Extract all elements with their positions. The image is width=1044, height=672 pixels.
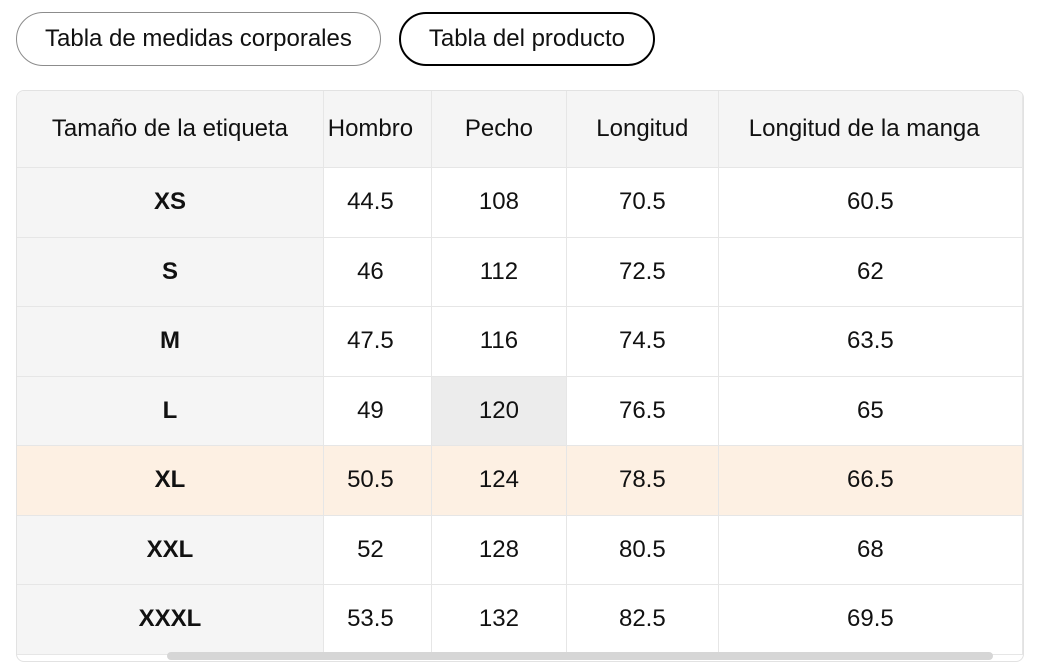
- shoulder-cell: 53.5: [323, 584, 432, 655]
- chest-cell: 108: [431, 167, 567, 238]
- chest-cell: 112: [431, 237, 567, 307]
- size-cell: M: [17, 306, 324, 377]
- sleeve-cell: 66.5: [718, 445, 1023, 516]
- length-cell: 74.5: [566, 306, 719, 377]
- tab-product-chart[interactable]: Tabla del producto: [398, 12, 655, 66]
- tab-body-measurements[interactable]: Tabla de medidas corporales: [16, 12, 381, 66]
- shoulder-cell: 49: [323, 376, 432, 446]
- chest-cell: 128: [431, 515, 567, 585]
- shoulder-cell: 52: [323, 515, 432, 585]
- table-row: L 49 120 76.5 65: [17, 376, 1023, 446]
- size-cell: XXL: [17, 515, 324, 585]
- shoulder-cell: 47.5: [323, 306, 432, 377]
- header-length: Longitud: [566, 91, 719, 168]
- size-chart-tabs: Tabla de medidas corporales Tabla del pr…: [16, 12, 655, 66]
- length-cell: 72.5: [566, 237, 719, 307]
- sleeve-cell: 65: [718, 376, 1023, 446]
- table-row: XXXL 53.5 132 82.5 69.5: [17, 584, 1023, 655]
- chest-cell: 120: [431, 376, 567, 446]
- chest-cell: 132: [431, 584, 567, 655]
- length-cell: 76.5: [566, 376, 719, 446]
- sleeve-cell: 60.5: [718, 167, 1023, 238]
- table-row: XS 44.5 108 70.5 60.5: [17, 167, 1023, 238]
- length-cell: 78.5: [566, 445, 719, 516]
- scrollbar-thumb[interactable]: [167, 652, 993, 660]
- sleeve-cell: 63.5: [718, 306, 1023, 377]
- table-row: XXL 52 128 80.5 68: [17, 515, 1023, 585]
- sleeve-cell: 68: [718, 515, 1023, 585]
- header-size-label: Tamaño de la etiqueta: [17, 91, 324, 168]
- header-sleeve-length: Longitud de la manga: [718, 91, 1023, 168]
- size-table: Tamaño de la etiqueta Hombro Pecho Longi…: [17, 91, 1023, 655]
- length-cell: 70.5: [566, 167, 719, 238]
- size-cell: XL: [17, 445, 324, 516]
- size-cell: XXXL: [17, 584, 324, 655]
- chest-cell: 124: [431, 445, 567, 516]
- size-cell: L: [17, 376, 324, 446]
- table-row: M 47.5 116 74.5 63.5: [17, 306, 1023, 377]
- size-table-container[interactable]: Tamaño de la etiqueta Hombro Pecho Longi…: [16, 90, 1024, 662]
- size-cell: XS: [17, 167, 324, 238]
- shoulder-cell: 50.5: [323, 445, 432, 516]
- table-header-row: Tamaño de la etiqueta Hombro Pecho Longi…: [17, 91, 1023, 168]
- shoulder-cell: 44.5: [323, 167, 432, 238]
- chest-cell: 116: [431, 306, 567, 377]
- table-row-highlighted: XL 50.5 124 78.5 66.5: [17, 445, 1023, 516]
- table-row: S 46 112 72.5 62: [17, 237, 1023, 307]
- length-cell: 80.5: [566, 515, 719, 585]
- horizontal-scrollbar[interactable]: [17, 651, 1023, 661]
- size-cell: S: [17, 237, 324, 307]
- sleeve-cell: 69.5: [718, 584, 1023, 655]
- sleeve-cell: 62: [718, 237, 1023, 307]
- shoulder-cell: 46: [323, 237, 432, 307]
- header-shoulder: Hombro: [323, 91, 432, 168]
- length-cell: 82.5: [566, 584, 719, 655]
- header-chest: Pecho: [431, 91, 567, 168]
